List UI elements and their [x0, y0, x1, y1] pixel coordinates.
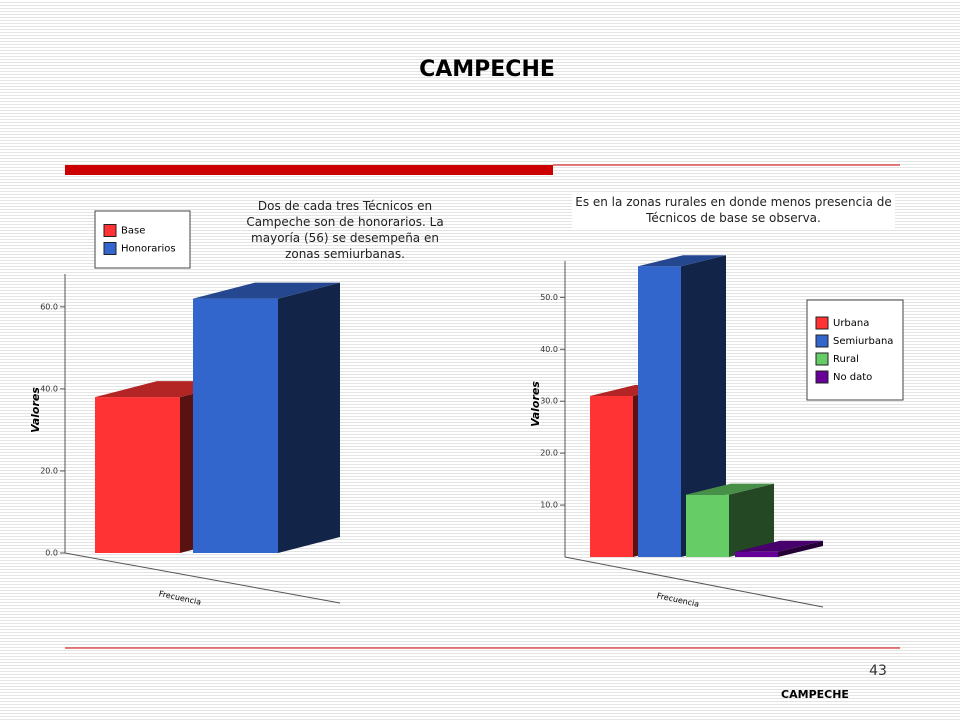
caption: Es en la zonas rurales en donde menos pr…	[572, 194, 895, 230]
y-tick-label: 20.0	[40, 466, 58, 475]
legend-swatch	[103, 242, 117, 255]
y-tick-label: 40.0	[40, 384, 58, 393]
y-tick-label: 0.0	[45, 549, 58, 558]
bar-top	[638, 255, 726, 267]
bar-top	[193, 282, 340, 299]
legend-box	[94, 210, 191, 269]
bar	[638, 266, 681, 557]
bar	[686, 494, 729, 557]
legend-label: No dato	[833, 372, 872, 383]
x-tick-label: Frecuencia	[158, 589, 202, 607]
caption: Dos de cada tres Técnicos en Campeche so…	[246, 199, 444, 261]
bar-side	[278, 282, 340, 553]
bar	[590, 396, 633, 557]
bar-side	[778, 540, 823, 557]
legend-swatch	[815, 334, 829, 348]
accent-bar	[65, 165, 553, 175]
bar-side	[729, 483, 774, 557]
bar-top	[735, 540, 823, 552]
bar-top	[686, 483, 774, 495]
y-tick-label: 30.0	[540, 397, 558, 406]
legend-swatch	[103, 224, 117, 237]
bar	[735, 551, 778, 557]
slide-title: CAMPECHE	[419, 57, 555, 82]
legend-label: Base	[121, 226, 145, 237]
page-number: 43	[869, 663, 887, 679]
y-axis-label: Valores	[29, 387, 42, 433]
bar	[193, 298, 278, 553]
x-tick-label: Frecuencia	[656, 591, 700, 609]
y-tick-label: 60.0	[40, 302, 58, 311]
bar-side	[681, 255, 726, 557]
x-axis	[564, 556, 824, 608]
y-tick-label: 50.0	[540, 293, 558, 302]
legend-swatch	[815, 316, 829, 330]
y-axis-label: Valores	[529, 381, 542, 427]
x-axis	[64, 552, 341, 604]
legend-box	[806, 299, 904, 401]
bar	[95, 397, 180, 553]
legend-label: Honorarios	[121, 244, 176, 255]
legend-label: Urbana	[833, 318, 869, 329]
y-tick-label: 20.0	[540, 449, 558, 458]
legend-swatch	[815, 352, 829, 366]
legend-swatch	[815, 370, 829, 384]
legend-label: Rural	[833, 354, 859, 365]
footer-text: CAMPECHE	[781, 688, 849, 701]
y-tick-label: 40.0	[540, 345, 558, 354]
legend-label: Semiurbana	[833, 336, 893, 347]
y-tick-label: 10.0	[540, 501, 558, 510]
